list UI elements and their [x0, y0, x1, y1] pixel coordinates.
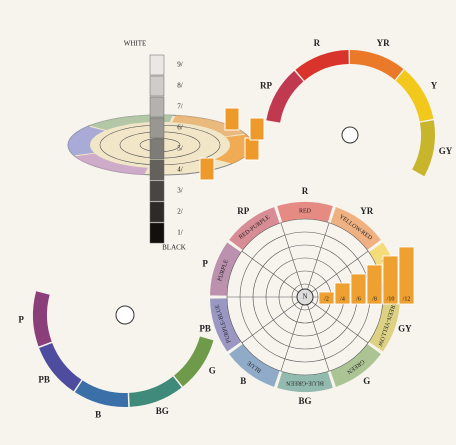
value-step-label: 9/	[177, 61, 183, 69]
chroma-swatch	[334, 282, 351, 305]
chroma-swatch	[366, 264, 383, 305]
disc-band	[74, 153, 148, 175]
lower-arc-center	[115, 305, 135, 325]
chroma-label: /2	[324, 296, 329, 302]
lower-arc-label: PB	[38, 375, 50, 385]
wheel-segment	[210, 242, 242, 296]
wheel-spoke	[304, 296, 369, 344]
wheel-hue-code: YR	[360, 206, 373, 216]
disc-band	[172, 115, 246, 137]
upper-arc-center	[341, 126, 359, 144]
wheel-spoke	[280, 222, 306, 298]
wheel-spoke	[241, 250, 306, 298]
chroma-step	[244, 137, 260, 161]
lower-arc-segment	[33, 291, 52, 347]
value-swatch	[149, 159, 165, 181]
chroma-label: /10	[387, 296, 395, 302]
upper-arc-segment	[412, 120, 436, 177]
wheel-hue-code: G	[363, 376, 370, 386]
chroma-label: /4	[340, 296, 345, 302]
value-swatch	[149, 96, 165, 118]
lower-arc-label: B	[95, 410, 101, 420]
value-step-label: 5/	[177, 145, 183, 153]
neutral-center	[296, 288, 314, 306]
chroma-swatch	[318, 291, 335, 305]
neutral-label: N	[302, 293, 307, 301]
chroma-swatch	[398, 246, 415, 305]
upper-arc-label: GY	[439, 146, 453, 156]
value-swatch	[149, 75, 165, 97]
value-swatch	[149, 117, 165, 139]
value-bottom-label: BLACK	[162, 244, 186, 252]
wheel-hue-code: R	[302, 186, 309, 196]
chroma-swatch	[350, 273, 367, 305]
disc-band	[68, 126, 105, 156]
value-step-label: 1/	[177, 229, 183, 237]
upper-arc-label: YR	[377, 38, 390, 48]
chroma-step	[199, 157, 215, 181]
wheel-hue-code: B	[240, 376, 246, 386]
value-swatch	[149, 54, 165, 76]
wheel-hue-code: BG	[298, 396, 311, 406]
lower-arc-label: BG	[156, 406, 169, 416]
wheel-segment	[210, 298, 242, 352]
wheel-spoke	[241, 296, 306, 344]
lower-arc-segment	[39, 342, 82, 392]
wheel-hue-code: P	[202, 259, 208, 269]
upper-arc-segment	[295, 50, 349, 81]
chroma-label: /8	[372, 296, 377, 302]
value-step-label: 3/	[177, 187, 183, 195]
chroma-label: /6	[356, 296, 361, 302]
value-swatch	[149, 201, 165, 223]
wheel-spoke	[280, 296, 306, 372]
wheel-segment	[330, 207, 381, 251]
value-swatch	[149, 180, 165, 202]
value-swatch	[149, 222, 165, 244]
value-step-label: 4/	[177, 166, 183, 174]
wheel-hue-code: RP	[237, 206, 249, 216]
value-swatch	[149, 138, 165, 160]
wheel-hue-name: RED	[299, 208, 312, 214]
lower-arc-segment	[174, 336, 214, 387]
wheel-hue-name: BLUE-GREEN	[286, 380, 324, 386]
value-step-label: 2/	[177, 208, 183, 216]
wheel-segment	[330, 343, 381, 387]
upper-arc-segment	[350, 50, 404, 80]
wheel-segment	[277, 202, 333, 223]
value-step-label: 7/	[177, 103, 183, 111]
wheel-segment	[229, 343, 280, 387]
lower-arc-label: G	[209, 366, 216, 376]
wheel-spoke	[304, 222, 330, 298]
upper-arc-label: Y	[431, 81, 438, 91]
upper-arc-segment	[395, 69, 434, 122]
upper-arc-segment	[266, 70, 304, 123]
wheel-spoke	[304, 250, 369, 298]
value-top-label: WHITE	[124, 40, 147, 48]
upper-arc-label: RP	[260, 81, 272, 91]
wheel-segment	[229, 207, 280, 251]
lower-arc-segment	[74, 380, 129, 408]
value-step-label: 8/	[177, 82, 183, 90]
wheel-segment	[368, 298, 400, 352]
chroma-swatch	[382, 255, 399, 305]
wheel-segment	[277, 371, 333, 392]
wheel-hue-code: GY	[398, 324, 412, 334]
wheel-hue-code: PB	[199, 324, 211, 334]
upper-arc-label: R	[314, 38, 321, 48]
chroma-step	[224, 107, 240, 131]
chroma-step	[249, 117, 265, 141]
disc-band	[215, 134, 252, 164]
chroma-label: /12	[403, 296, 411, 302]
lower-arc-segment	[129, 376, 182, 407]
value-step-label: 6/	[177, 124, 183, 132]
wheel-spoke	[304, 296, 330, 372]
lower-arc-label: P	[18, 315, 24, 325]
